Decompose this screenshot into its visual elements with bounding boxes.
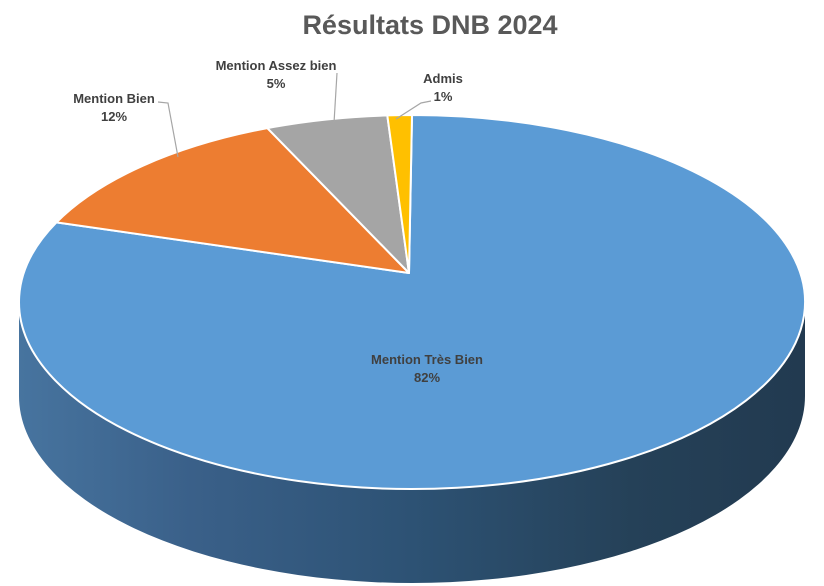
pie-slice-mention-bien[interactable]: [55, 127, 410, 274]
leader-line-admis: [395, 100, 432, 120]
pie-slice-admis[interactable]: [386, 114, 413, 274]
chart-title: Résultats DNB 2024: [302, 10, 558, 40]
leader-line-mention-assez-bien: [333, 72, 338, 124]
pie-slice-mention-tres-bien[interactable]: [18, 114, 806, 490]
pie-side-wall: [19, 302, 805, 583]
leader-line-mention-bien: [157, 101, 179, 158]
